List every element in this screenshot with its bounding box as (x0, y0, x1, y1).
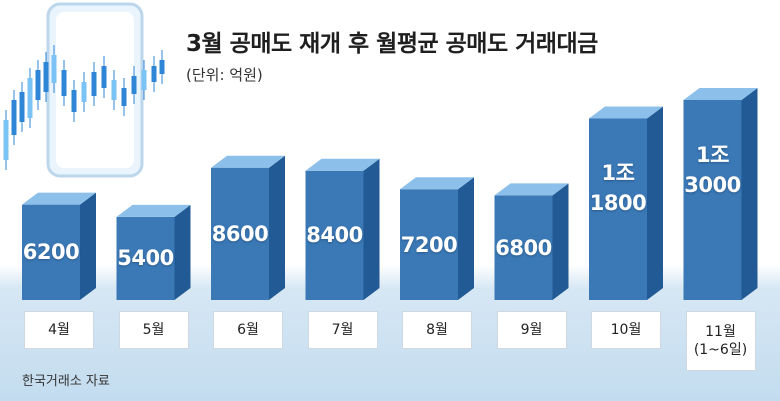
category-label: 6월 (213, 311, 283, 349)
bar-front (116, 216, 175, 300)
bar-side (269, 155, 285, 300)
candle-body (151, 66, 157, 82)
bar-value-line: 5400 (117, 246, 174, 271)
category-line: 5월 (142, 322, 165, 338)
candle-body (61, 70, 67, 96)
candle-body (19, 92, 25, 122)
bar-value-line: 6800 (495, 235, 552, 260)
category-label: 4월 (24, 311, 94, 349)
source-note: 한국거래소 자료 (22, 374, 110, 389)
category-line: (1~6일) (693, 342, 748, 358)
candle-body (131, 76, 137, 94)
bar-side (174, 204, 191, 300)
bar-5 (400, 177, 474, 300)
bar-1 (22, 192, 96, 300)
candle-body (51, 55, 57, 83)
bar-value-line: 1800 (589, 191, 647, 216)
bar-top (211, 155, 285, 168)
bar-front (494, 195, 553, 300)
category-line: 10월 (610, 322, 642, 338)
bar-value-label: 8400 (306, 220, 364, 250)
category-line: 6월 (237, 322, 259, 338)
bar-2 (116, 204, 191, 300)
category-line: 11월 (705, 324, 736, 340)
bar-front (305, 170, 364, 300)
bar-3 (211, 155, 285, 300)
bar-top (494, 183, 569, 196)
bar-value-line: 8600 (211, 221, 269, 246)
category-label: 10월 (591, 311, 661, 349)
category-line: 7월 (331, 322, 354, 338)
candle-body (71, 90, 77, 112)
bar-value-label: 6200 (22, 237, 80, 267)
bar-value-label: 6800 (495, 233, 553, 263)
bar-top (683, 88, 758, 100)
bar-side (80, 192, 96, 300)
bar-top (400, 177, 474, 190)
category-label: 7월 (307, 311, 378, 349)
candle-body (121, 88, 127, 106)
bar-top (589, 106, 663, 119)
bar-value-line: 1조 (696, 143, 729, 167)
bar-side (647, 106, 663, 300)
unit-label: (단위: 억원) (186, 66, 263, 84)
bar-value-line: 7200 (400, 232, 458, 257)
candle-body (3, 120, 9, 160)
category-label: 9월 (496, 311, 567, 349)
bar-value-label: 5400 (117, 243, 175, 273)
candle-body (43, 62, 49, 92)
bar-8 (683, 88, 758, 300)
candle-body (101, 66, 107, 88)
candle-body (91, 72, 97, 96)
bar-value-line: 3000 (684, 173, 741, 197)
category-label: 11월 (1~6일) (685, 311, 756, 371)
category-line: 4월 (48, 322, 70, 338)
bar-front (589, 118, 647, 300)
category-label: 8월 (402, 311, 472, 349)
bar-value-label: 1조 3000 (684, 140, 742, 200)
category-label: 5월 (118, 311, 189, 349)
bar-value-line: 6200 (22, 240, 80, 265)
candle-body (27, 78, 33, 118)
bar-side (552, 183, 569, 300)
candle-body (111, 80, 117, 100)
candle-body (141, 70, 147, 90)
candle-body (159, 60, 165, 74)
bar-front (683, 100, 742, 300)
category-line: 9월 (520, 322, 543, 338)
candle-body (81, 82, 87, 102)
bar-side (458, 177, 474, 300)
bar-value-line: 8400 (306, 223, 363, 248)
candle-body (11, 100, 17, 135)
bar-value-line: 1조 (601, 161, 635, 186)
bar-7 (589, 106, 663, 300)
bar-side (363, 158, 380, 300)
bar-front (211, 167, 269, 300)
candle-body (35, 70, 41, 100)
bar-value-label: 7200 (400, 230, 458, 260)
bar-6 (494, 183, 569, 300)
bar-4 (305, 158, 380, 300)
bar-top (116, 204, 191, 217)
category-line: 8월 (426, 322, 448, 338)
bar-front (22, 204, 80, 300)
chart-title: 3월 공매도 재개 후 월평균 공매도 거래대금 (186, 31, 598, 57)
candlestick-decoration (3, 45, 165, 170)
bar-side (741, 88, 758, 300)
bar-top (22, 192, 96, 205)
bar-value-label: 1조 1800 (589, 158, 647, 218)
bar-value-label: 8600 (211, 219, 269, 249)
bar-front (400, 189, 458, 300)
bar-top (305, 158, 380, 171)
